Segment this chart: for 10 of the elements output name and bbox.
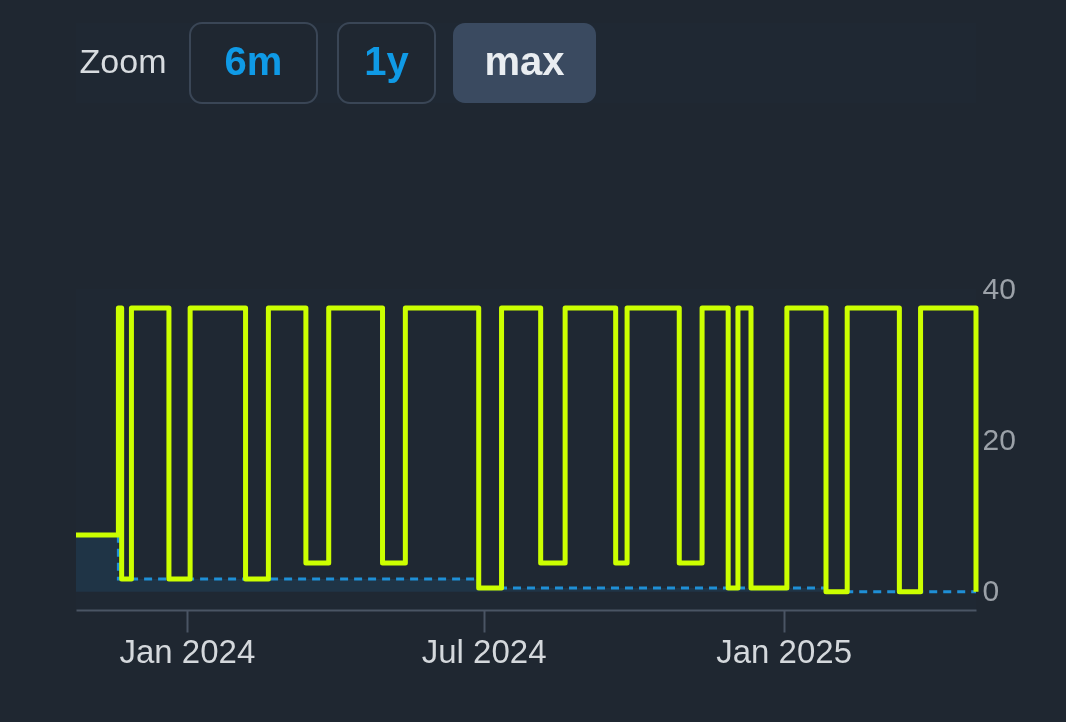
x-tick-label: Jul 2024 [421, 632, 547, 670]
text: Zoom [79, 42, 167, 80]
text: max [484, 39, 565, 83]
y-tick-label: 20 [982, 422, 1016, 456]
text: 1y [364, 39, 410, 83]
text: 6m [224, 39, 283, 83]
x-tick-label: Jan 2025 [716, 632, 853, 670]
y-tick-label: 0 [982, 574, 1000, 608]
x-tick-label: Jan 2024 [119, 632, 256, 670]
y-tick-label: 40 [982, 271, 1016, 305]
